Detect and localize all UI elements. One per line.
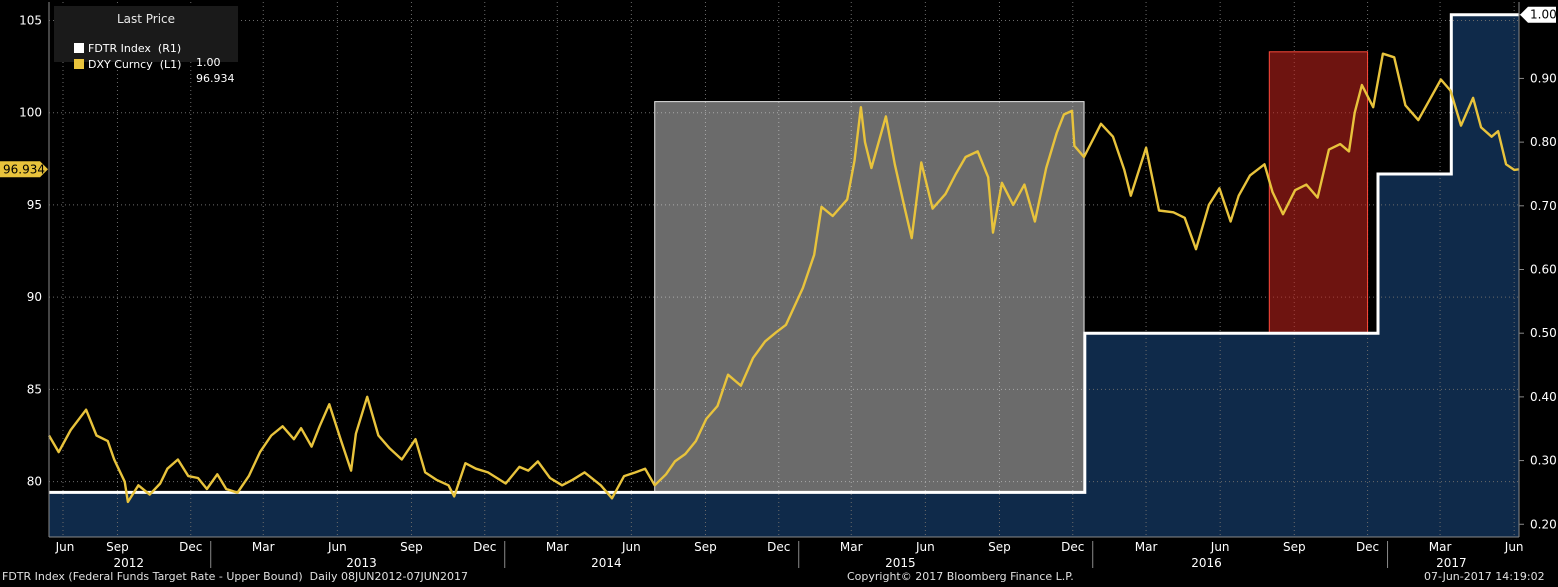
dxy-line [47,52,1520,504]
fdtr-swatch [74,43,84,53]
legend: Last Price FDTR Index (R1) 1.00 DXY Curn… [54,6,238,85]
fdtr-area [49,14,1519,537]
right-tick-label: 0.60 [1530,263,1557,277]
x-month-label: Dec [179,540,202,554]
dxy-series-line [47,52,1520,504]
x-month-label: Mar [1429,540,1452,554]
x-month-label: Sep [106,540,129,554]
footer-left: FDTR Index (Federal Funds Target Rate - … [2,570,468,583]
x-month-label: Dec [1356,540,1379,554]
right-tick-label: 0.90 [1530,71,1557,85]
x-month-label: Jun [621,540,641,554]
x-month-label: Dec [1061,540,1084,554]
dxy-last-value-flag [0,161,48,178]
left-tick-label: 90 [27,290,42,304]
right-tick-label: 0.80 [1530,135,1557,149]
x-month-label: Jun [327,540,347,554]
x-month-label: Sep [988,540,1011,554]
right-tick-label: 0.30 [1530,454,1557,468]
fdtr-last-value-flag [1520,6,1556,23]
x-year-label: 2013 [346,556,377,570]
x-month-label: Jun [1210,540,1230,554]
x-month-label: Mar [1135,540,1158,554]
x-month-label: Mar [546,540,569,554]
footer-copyright: Copyright© 2017 Bloomberg Finance L.P. [847,570,1074,583]
left-tick-label: 85 [27,382,42,396]
legend-item-dxy[interactable]: DXY Curncy (L1) 96.934 [60,44,235,85]
left-tick-label: 95 [27,198,42,212]
x-year-label: 2015 [885,556,916,570]
x-month-label: Sep [400,540,423,554]
axes: 80 85 90 95 100 105 0.20 0.30 0.40 0.50 0.60 0.70 0.… [0,2,1557,570]
right-tick-label: 0.20 [1530,517,1557,531]
right-tick-label: 0.50 [1530,326,1557,340]
x-month-label: Mar [840,540,863,554]
legend-value-dxy: 96.934 [196,72,235,85]
right-tick-label: 0.70 [1530,199,1557,213]
x-year-label: 2014 [591,556,622,570]
right-tick-label: 0.40 [1530,390,1557,404]
x-month-label: Sep [694,540,717,554]
legend-label-fdtr: FDTR Index (R1) [88,42,182,55]
fdtr-line [49,13,1519,494]
legend-item-fdtr[interactable]: FDTR Index (R1) 1.00 [60,28,221,69]
legend-value-fdtr: 1.00 [196,56,221,69]
left-tick-label: 100 [19,106,42,120]
fdtr-area-fill [49,14,1519,537]
dxy-last-value-label: 96.934 [3,162,45,176]
x-month-label: Jun [915,540,935,554]
x-year-label: 2016 [1191,556,1222,570]
highlight-box [654,101,1085,493]
fdtr-step-line [49,13,1519,494]
x-year-label: 2012 [113,556,144,570]
fdtr-last-value-label: 1.00 [1530,8,1557,22]
x-month-label: Dec [767,540,790,554]
dxy-swatch [74,59,84,69]
left-tick-label: 80 [27,475,42,489]
x-month-label: Dec [473,540,496,554]
footer-timestamp: 07-Jun-2017 14:19:02 [1424,570,1545,583]
x-month-label: Mar [252,540,275,554]
legend-title: Last Price [116,12,176,26]
legend-label-dxy: DXY Curncy (L1) [88,58,182,71]
x-year-label: 2017 [1436,556,1467,570]
x-month-label: Jun [55,540,75,554]
x-month-label: Sep [1283,540,1306,554]
x-month-label: Jun [1504,540,1524,554]
left-tick-label: 105 [19,13,42,27]
